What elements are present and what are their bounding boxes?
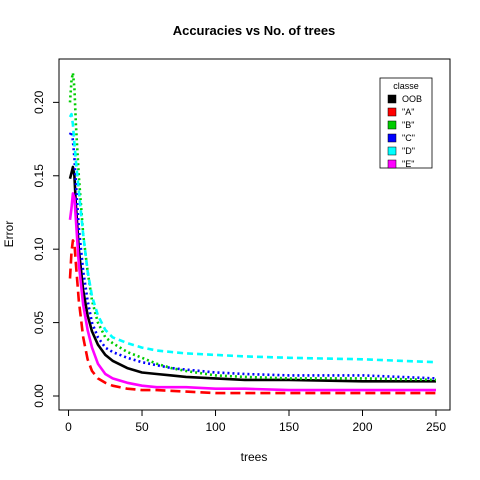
series-line-0 <box>68 165 436 383</box>
legend-swatch <box>387 146 397 156</box>
x-tick-label: 200 <box>352 420 372 434</box>
legend-label: "A" <box>402 107 414 117</box>
legend-swatch <box>387 133 397 143</box>
y-tick-label: 0.20 <box>32 90 46 114</box>
y-tick-label: 0.15 <box>32 164 46 188</box>
legend-swatch <box>387 120 397 130</box>
series-line-2 <box>68 71 437 382</box>
series-line-4 <box>68 112 437 364</box>
legend-label: "C" <box>402 133 415 143</box>
series-line-3 <box>68 130 437 380</box>
y-tick-label: 0.00 <box>32 384 46 408</box>
x-tick-label: 150 <box>279 420 299 434</box>
y-tick-label: 0.05 <box>32 311 46 335</box>
y-axis: 0.00 0.05 0.10 0.15 0.20 <box>32 90 60 408</box>
legend: classe OOB "A" "B" "C" "D" "E" <box>379 77 433 169</box>
legend-swatch <box>387 107 397 117</box>
series-line-1 <box>68 239 436 395</box>
x-tick-label: 50 <box>135 420 149 434</box>
legend-label: OOB <box>402 94 422 104</box>
legend-swatch <box>387 159 397 169</box>
legend-label: "D" <box>402 146 415 156</box>
legend-swatch <box>387 94 397 104</box>
chart-title: Accuracies vs No. of trees <box>173 23 336 38</box>
y-axis-label: Error <box>2 221 16 248</box>
legend-title: classe <box>393 81 419 91</box>
x-axis: 0 50 100 150 200 250 <box>65 409 446 434</box>
legend-label: "E" <box>402 159 414 169</box>
x-tick-label: 250 <box>426 420 446 434</box>
x-tick-label: 100 <box>206 420 226 434</box>
y-tick-label: 0.10 <box>32 237 46 261</box>
x-tick-label: 0 <box>65 420 72 434</box>
series-group <box>68 71 437 395</box>
series-line-5 <box>68 192 436 392</box>
legend-label: "B" <box>402 120 414 130</box>
x-axis-label: trees <box>241 450 268 464</box>
